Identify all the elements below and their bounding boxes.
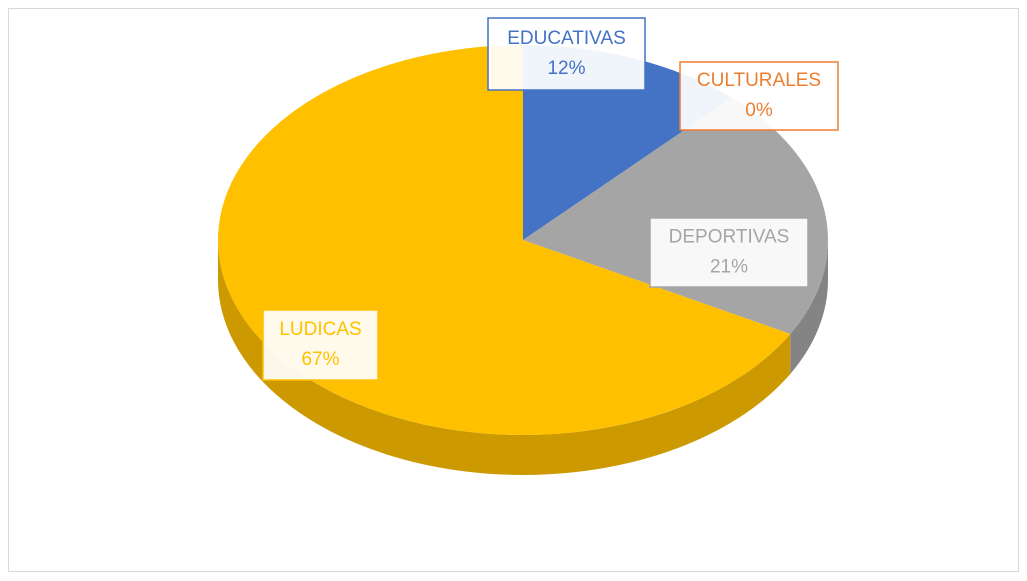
- value-label: 12%: [547, 58, 585, 79]
- category-label: EDUCATIVAS: [507, 28, 626, 49]
- label-box: [262, 309, 379, 381]
- slice-side: [790, 240, 828, 374]
- value-label: 67%: [301, 349, 339, 370]
- category-label: LUDICAS: [279, 319, 361, 340]
- category-label: CULTURALES: [697, 70, 821, 91]
- label-box: [649, 217, 809, 288]
- value-label: 0%: [745, 100, 773, 121]
- category-label: DEPORTIVAS: [669, 227, 790, 248]
- label-box: [679, 61, 839, 131]
- value-label: 21%: [710, 257, 748, 278]
- slice-side: [218, 240, 791, 476]
- label-box: [487, 17, 646, 91]
